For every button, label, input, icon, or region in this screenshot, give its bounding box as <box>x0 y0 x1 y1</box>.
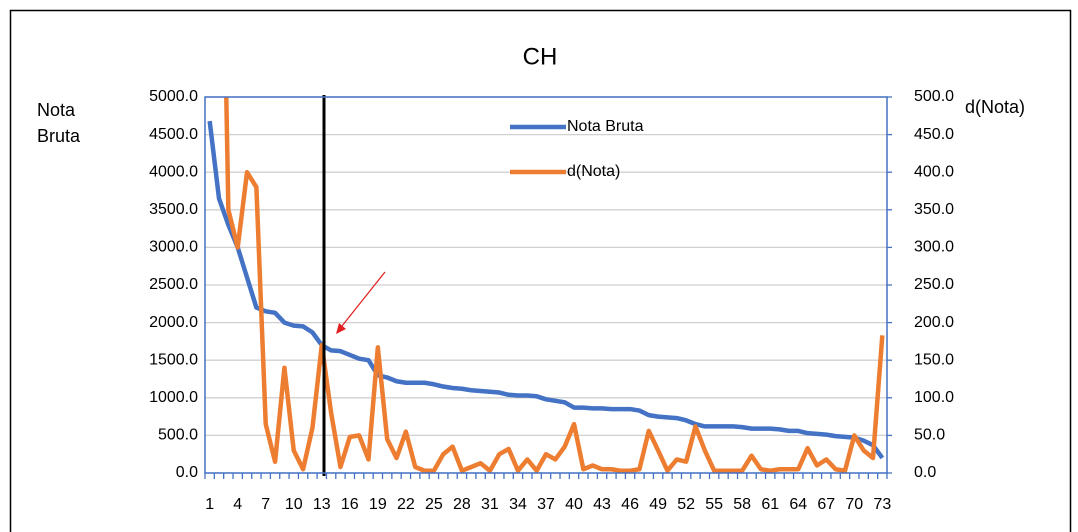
y-tick-label: 1000.0 <box>149 389 198 406</box>
y-tick-label: 4000.0 <box>149 163 198 180</box>
y2-axis-label: d(Nota) <box>965 97 1025 117</box>
y-tick-label: 3000.0 <box>149 239 198 256</box>
y-tick-label: 2000.0 <box>149 314 198 331</box>
x-tick-label: 1 <box>205 496 214 513</box>
x-tick-label: 61 <box>761 496 779 513</box>
y2-tick-label: 500.0 <box>914 88 954 105</box>
y2-tick-label: 200.0 <box>914 314 954 331</box>
x-tick-label: 46 <box>621 496 639 513</box>
x-tick-label: 28 <box>453 496 471 513</box>
x-tick-label: 10 <box>285 496 303 513</box>
y-tick-label: 3500.0 <box>149 201 198 218</box>
y2-tick-label: 150.0 <box>914 351 954 368</box>
x-tick-label: 31 <box>481 496 499 513</box>
x-tick-label: 4 <box>233 496 242 513</box>
y2-tick-label: 100.0 <box>914 389 954 406</box>
x-tick-label: 52 <box>677 496 695 513</box>
y2-tick-label: 300.0 <box>914 239 954 256</box>
arrow <box>337 271 386 332</box>
x-tick-label: 25 <box>425 496 443 513</box>
x-tick-label: 16 <box>341 496 359 513</box>
chart-title: CH <box>523 43 558 70</box>
chart-frame <box>9 9 1072 532</box>
x-tick-label: 67 <box>817 496 835 513</box>
y-tick-label: 500.0 <box>158 427 198 444</box>
legend-label: Nota Bruta <box>567 118 644 135</box>
x-tick-label: 64 <box>789 496 807 513</box>
x-tick-label: 58 <box>733 496 751 513</box>
y2-tick-label: 350.0 <box>914 201 954 218</box>
x-tick-label: 37 <box>537 496 555 513</box>
arrow-head <box>336 323 346 334</box>
y2-tick-label: 0.0 <box>914 464 936 481</box>
y-tick-label: 1500.0 <box>149 351 198 368</box>
x-tick-label: 55 <box>705 496 723 513</box>
y2-tick-label: 450.0 <box>914 126 954 143</box>
x-tick-label: 13 <box>313 496 331 513</box>
series-line <box>224 97 885 473</box>
x-tick-label: 7 <box>261 496 270 513</box>
x-tick-label: 49 <box>649 496 667 513</box>
x-tick-label: 73 <box>873 496 891 513</box>
y2-tick-label: 50.0 <box>914 427 945 444</box>
y-tick-label: 4500.0 <box>149 126 198 143</box>
x-tick-label: 22 <box>397 496 415 513</box>
y2-tick-label: 400.0 <box>914 163 954 180</box>
x-tick-label: 19 <box>369 496 387 513</box>
y-tick-label: 2500.0 <box>149 276 198 293</box>
legend-label: d(Nota) <box>567 163 620 180</box>
x-tick-label: 40 <box>565 496 583 513</box>
y-axis-label: Nota Bruta <box>37 100 81 146</box>
x-tick-label: 70 <box>845 496 863 513</box>
y-tick-label: 5000.0 <box>149 88 198 105</box>
x-tick-label: 34 <box>509 496 527 513</box>
plot-frame <box>204 96 888 474</box>
y2-tick-label: 250.0 <box>914 276 954 293</box>
x-tick-label: 43 <box>593 496 611 513</box>
y-tick-label: 0.0 <box>176 464 198 481</box>
